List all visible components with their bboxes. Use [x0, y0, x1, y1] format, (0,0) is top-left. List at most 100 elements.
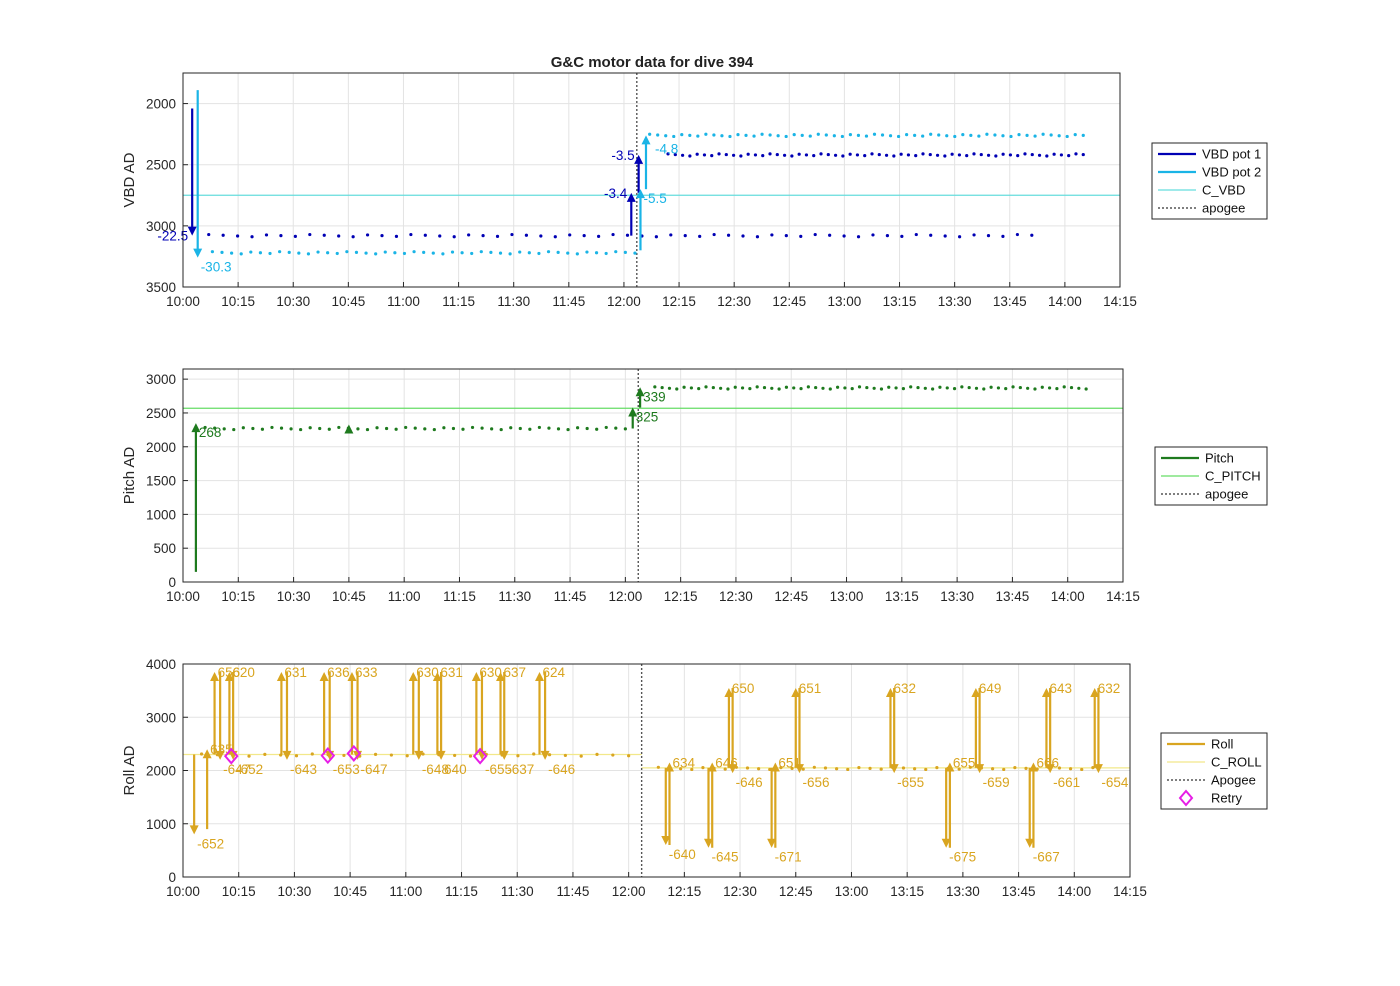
data-point-vbd-pot-1 — [813, 232, 817, 237]
x-tick-label: 11:00 — [389, 884, 422, 899]
data-point-vbd-pot-2 — [450, 250, 455, 254]
data-point-pitch — [308, 426, 312, 430]
arrow-label: -656 — [802, 775, 829, 790]
data-point-pitch — [755, 385, 759, 389]
data-point-roll — [990, 767, 995, 771]
data-point-vbd-pot-1 — [958, 235, 962, 239]
data-point-vbd-pot-2 — [672, 134, 676, 139]
data-point-pitch — [337, 425, 341, 430]
data-point-roll — [1013, 766, 1017, 770]
data-point-vbd-pot-2 — [479, 250, 483, 254]
legend-box — [1151, 142, 1268, 220]
data-point-roll — [868, 766, 872, 770]
y-tick-label: 1000 — [146, 817, 176, 832]
data-point-vbd-pot-1 — [972, 233, 976, 237]
x-tick-label: 13:45 — [1002, 884, 1036, 899]
arrow-label: -5.5 — [643, 191, 666, 206]
data-point-vbd-pot-1 — [870, 152, 874, 156]
data-point-pitch — [982, 387, 986, 391]
data-point-pitch — [865, 385, 869, 390]
arrow-label: 633 — [355, 665, 378, 680]
data-point-vbd-pot-1 — [906, 153, 911, 157]
arrow-head — [496, 671, 506, 681]
arrow-head — [193, 248, 203, 258]
x-tick-label: 13:00 — [828, 294, 862, 309]
data-point-vbd-pot-1 — [914, 154, 918, 158]
data-point-vbd-pot-1 — [380, 234, 384, 238]
data-point-vbd-pot-1 — [279, 234, 283, 238]
data-point-pitch — [675, 387, 679, 391]
data-point-vbd-pot-2 — [856, 133, 861, 137]
arrow-label: -655 — [485, 762, 512, 777]
data-point-vbd-pot-2 — [546, 250, 551, 254]
data-point-pitch — [470, 425, 475, 430]
data-point-vbd-pot-1 — [986, 234, 991, 238]
data-point-roll — [723, 767, 727, 771]
x-tick-label: 13:30 — [946, 884, 980, 899]
data-point-vbd-pot-1 — [236, 234, 240, 238]
data-point-pitch — [614, 426, 618, 430]
arrow-head — [703, 838, 713, 848]
data-point-vbd-pot-1 — [1030, 152, 1034, 157]
data-point-vbd-pot-2 — [864, 134, 869, 138]
retry-marker — [472, 747, 488, 765]
data-point-pitch — [989, 385, 993, 389]
data-point-pitch — [667, 386, 672, 390]
data-point-vbd-pot-1 — [1008, 153, 1013, 157]
data-point-vbd-pot-1 — [929, 233, 933, 237]
x-tick-label: 12:00 — [607, 294, 641, 309]
data-point-vbd-pot-1 — [365, 233, 370, 237]
data-point-pitch — [719, 386, 723, 390]
legend-label: VBD pot 1 — [1202, 147, 1261, 162]
data-point-vbd-pot-2 — [680, 133, 684, 137]
arrow-head — [945, 762, 955, 772]
data-point-pitch — [967, 385, 971, 390]
data-point-roll — [957, 767, 961, 771]
x-tick-label: 12:30 — [719, 589, 753, 604]
data-point-vbd-pot-2 — [784, 134, 788, 139]
data-point-vbd-pot-1 — [819, 152, 823, 156]
data-point-vbd-pot-2 — [768, 133, 772, 137]
data-point-vbd-pot-1 — [308, 232, 312, 237]
data-point-vbd-pot-1 — [337, 234, 341, 238]
x-tick-label: 11:30 — [498, 589, 531, 604]
data-point-vbd-pot-1 — [877, 152, 881, 157]
data-point-vbd-pot-2 — [848, 133, 852, 137]
data-point-pitch — [733, 385, 737, 389]
data-point-vbd-pot-2 — [760, 132, 764, 136]
data-point-vbd-pot-2 — [1041, 132, 1045, 136]
data-point-roll — [690, 767, 694, 772]
data-point-pitch — [394, 427, 398, 431]
arrow-label: 339 — [643, 389, 666, 404]
data-point-vbd-pot-1 — [784, 234, 788, 238]
data-point-pitch — [821, 386, 825, 390]
data-point-vbd-pot-2 — [969, 133, 973, 137]
data-point-pitch — [442, 426, 446, 430]
y-tick-label: 2500 — [146, 406, 176, 421]
data-point-vbd-pot-1 — [863, 154, 867, 158]
data-point-vbd-pot-2 — [575, 252, 579, 256]
y-tick-label: 500 — [153, 541, 176, 556]
data-point-vbd-pot-2 — [816, 132, 820, 136]
data-point-vbd-pot-1 — [394, 234, 399, 238]
arrow-label: 640 — [444, 762, 467, 777]
arrow-label: -3.5 — [611, 148, 634, 163]
data-point-vbd-pot-2 — [623, 250, 627, 254]
data-point-vbd-pot-2 — [929, 132, 933, 136]
data-point-pitch — [232, 427, 236, 432]
data-point-vbd-pot-2 — [953, 134, 957, 139]
data-point-pitch — [887, 385, 891, 389]
y-axis-label: Pitch AD — [121, 447, 138, 505]
data-point-vbd-pot-2 — [880, 133, 885, 137]
data-point-vbd-pot-2 — [905, 133, 909, 137]
data-point-vbd-pot-2 — [792, 133, 796, 137]
arrow-label: 650 — [732, 681, 755, 696]
data-point-vbd-pot-1 — [611, 232, 615, 237]
data-point-roll — [745, 766, 750, 770]
data-point-vbd-pot-2 — [1001, 134, 1005, 138]
data-point-pitch — [996, 386, 1001, 390]
x-tick-label: 14:00 — [1048, 294, 1082, 309]
data-point-pitch — [480, 426, 484, 430]
arrow-label: 651 — [799, 681, 822, 696]
x-tick-label: 13:00 — [830, 589, 864, 604]
